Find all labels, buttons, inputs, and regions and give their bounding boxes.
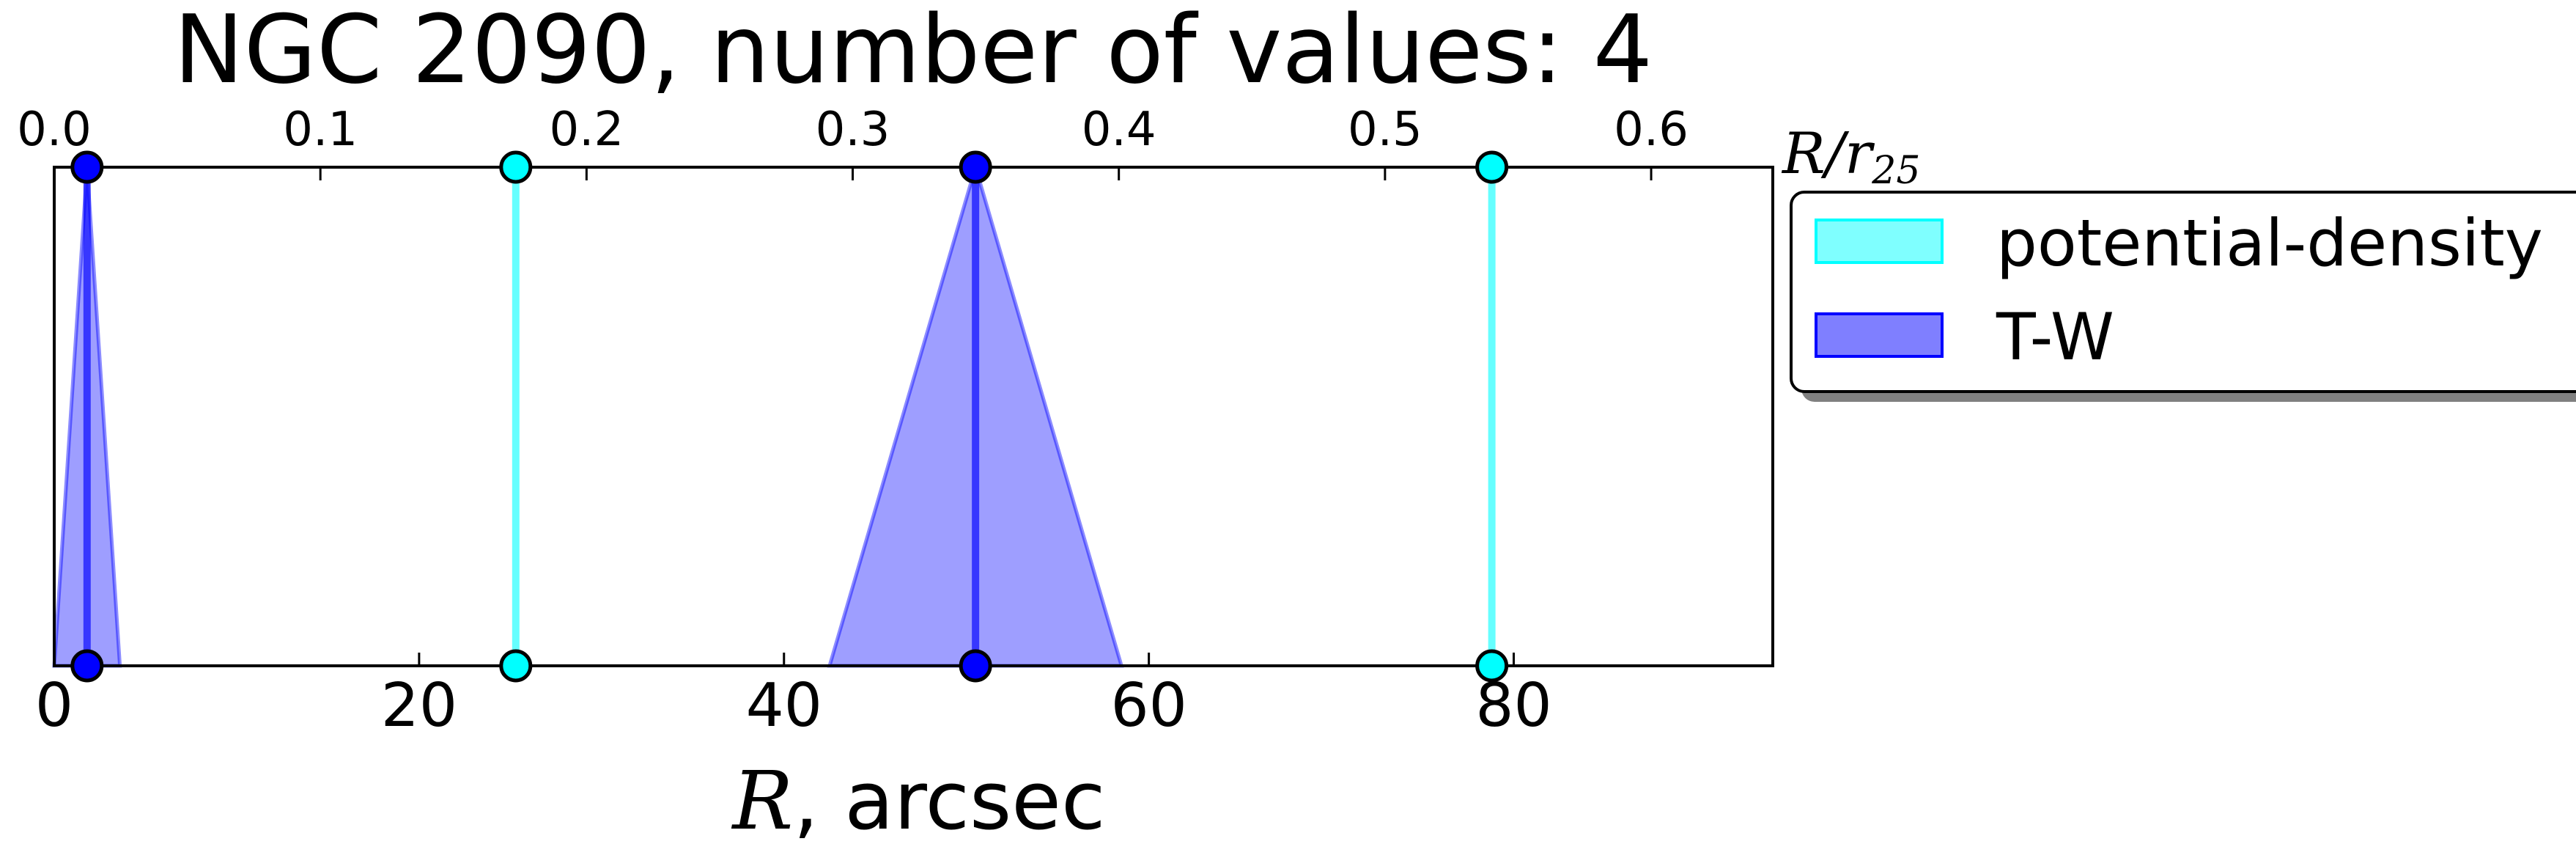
t-w-marker-bottom-1 [959, 649, 992, 683]
top-axis-label: R/r25 [1781, 121, 1920, 193]
chart-title: NGC 2090, number of values: 4 [174, 0, 1653, 105]
top-tick-label-5: 0.5 [1348, 103, 1422, 157]
top-tick-label-2: 0.2 [549, 103, 624, 157]
potential-density-marker-top-1 [1475, 150, 1509, 184]
intervals-layer [52, 161, 1496, 668]
top-tick-label-0: 0.0 [17, 103, 92, 157]
markers-layer [70, 150, 1509, 683]
top-tick-label-3: 0.3 [816, 103, 890, 157]
t-w-marker-top-1 [959, 150, 992, 184]
x-axis-label-var: R [731, 754, 794, 848]
legend-label-t-w: T-W [1996, 299, 2114, 375]
legend-swatch-potential-density [1815, 219, 1944, 264]
top-axis-label-sub: 25 [1871, 149, 1920, 193]
x-tick-label-4: 80 [1475, 671, 1551, 741]
potential-density-marker-bottom-0 [499, 649, 533, 683]
legend-box [1790, 191, 2576, 393]
top-tick-label-4: 0.4 [1082, 103, 1156, 157]
potential-density-marker-bottom-1 [1475, 649, 1509, 683]
top-axis-label-var: R/r [1781, 121, 1875, 187]
legend: potential-density T-W [1790, 191, 2576, 402]
x-axis-label: R, arcsec [731, 754, 1106, 848]
top-tick-label-6: 0.6 [1614, 103, 1689, 157]
axis-ticks: 0 20 40 60 80 0.0 0.1 0.2 0.3 0.4 0.5 0.6 [17, 103, 1689, 741]
potential-density-marker-top-0 [499, 150, 533, 184]
t-w-marker-top-0 [70, 150, 104, 184]
x-tick-label-2: 40 [746, 671, 822, 741]
t-w-marker-bottom-0 [70, 649, 104, 683]
x-tick-label-1: 20 [381, 671, 457, 741]
legend-swatch-t-w [1815, 312, 1944, 358]
x-tick-label-0: 0 [35, 671, 73, 741]
legend-label-potential-density: potential-density [1996, 205, 2543, 281]
x-tick-label-3: 60 [1110, 671, 1186, 741]
plot-frame [53, 166, 1774, 667]
top-tick-label-1: 0.1 [283, 103, 358, 157]
x-axis-label-unit: , arcsec [793, 754, 1105, 848]
